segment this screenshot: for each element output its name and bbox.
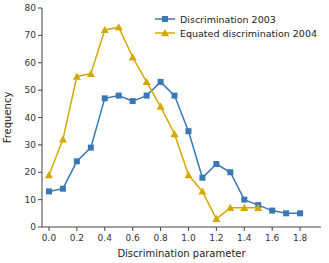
point (213, 161, 219, 167)
y-tick (38, 144, 42, 145)
point (60, 186, 66, 192)
x-tick (48, 227, 49, 231)
point (46, 188, 52, 194)
point (283, 210, 289, 216)
y-tick (38, 8, 42, 9)
x-tick-label: 0.6 (126, 233, 141, 243)
x-tick (160, 227, 161, 231)
point (45, 171, 53, 178)
point (130, 98, 136, 104)
point (101, 26, 109, 33)
x-tick (216, 227, 217, 231)
x-tick-label: 1.6 (265, 233, 280, 243)
point (226, 204, 234, 211)
legend-label: Equated discrimination 2004 (180, 28, 317, 39)
legend-marker (161, 29, 169, 36)
legend: Discrimination 2003 Equated discriminatio… (155, 14, 317, 39)
point (144, 93, 150, 99)
point (254, 204, 262, 211)
point (240, 204, 248, 211)
point (212, 215, 220, 222)
series-line (49, 27, 258, 219)
point (198, 187, 206, 194)
point (102, 95, 108, 101)
x-tick-label: 1.4 (237, 233, 252, 243)
y-tick (38, 90, 42, 91)
series-line (49, 82, 300, 213)
point (227, 169, 233, 175)
x-tick (244, 227, 245, 231)
point (87, 70, 95, 77)
point (297, 210, 303, 216)
y-tick (38, 35, 42, 36)
point (74, 158, 80, 164)
y-axis-label: Frequency (2, 92, 13, 144)
chart: 0.0 0.2 0.4 0.6 0.8 1.0 1.2 1.4 1.6 1.8 0 10 20 30 40 5… (0, 0, 329, 263)
y-tick-label: 80 (25, 3, 37, 13)
y-tick (38, 172, 42, 173)
point (185, 128, 191, 134)
point (172, 93, 178, 99)
point (158, 79, 164, 85)
x-tick-label: 0.8 (153, 233, 168, 243)
y-tick (38, 199, 42, 200)
point (129, 53, 137, 60)
y-tick-label: 30 (25, 140, 37, 150)
x-tick-label: 0.4 (98, 233, 113, 243)
point (143, 78, 151, 85)
x-tick (76, 227, 77, 231)
x-tick-label: 1.0 (181, 233, 196, 243)
point (199, 175, 205, 181)
y-tick-label: 60 (25, 58, 37, 68)
point (269, 208, 275, 214)
legend-label: Discrimination 2003 (180, 14, 276, 25)
point (88, 145, 94, 151)
x-tick-label: 0.2 (70, 233, 84, 243)
y-tick (38, 227, 42, 228)
point (184, 171, 192, 178)
x-tick (132, 227, 133, 231)
x-tick-label: 1.2 (209, 233, 223, 243)
x-tick (104, 227, 105, 231)
x-tick (272, 227, 273, 231)
x-tick (188, 227, 189, 231)
point (157, 103, 165, 110)
x-axis-line (42, 227, 321, 228)
point (115, 23, 123, 30)
point (116, 93, 122, 99)
point (73, 72, 81, 79)
point (171, 130, 179, 137)
y-tick-label: 50 (25, 85, 37, 95)
y-tick-label: 20 (25, 167, 37, 177)
y-tick (38, 62, 42, 63)
y-tick-label: 40 (25, 113, 37, 123)
x-tick-label: 1.8 (293, 233, 308, 243)
point (59, 135, 67, 142)
point (241, 197, 247, 203)
x-tick (300, 227, 301, 231)
plot-area (45, 23, 303, 222)
y-tick-label: 10 (25, 195, 37, 205)
y-tick (38, 117, 42, 118)
legend-marker (162, 16, 168, 22)
y-tick-label: 0 (30, 222, 36, 232)
x-axis-label: Discrimination parameter (117, 248, 246, 259)
y-tick-label: 70 (25, 30, 37, 40)
x-tick-label: 0.0 (42, 233, 57, 243)
